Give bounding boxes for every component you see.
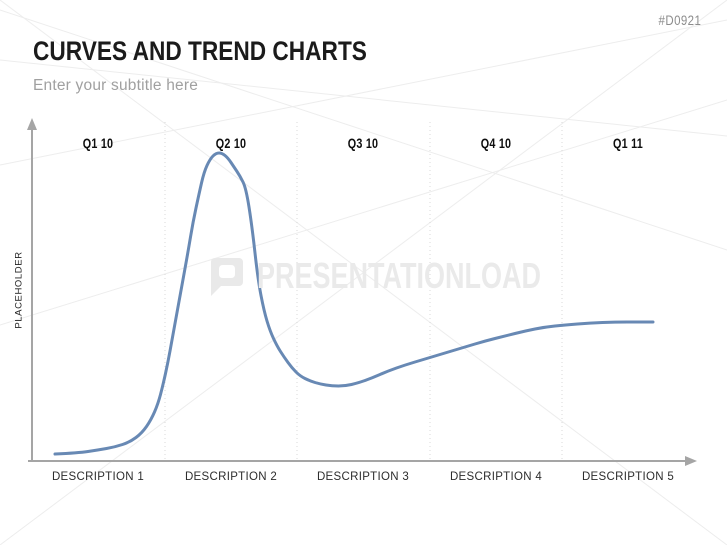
y-axis-arrowhead-icon <box>27 118 37 130</box>
page-title: CURVES AND TREND CHARTS <box>33 36 367 66</box>
quarter-label-text: Q3 10 <box>347 136 379 151</box>
description-label-text: DESCRIPTION 5 <box>581 471 675 483</box>
template-id-code: #D0921 <box>658 13 701 28</box>
quarter-label[interactable]: Q1 11 <box>609 135 647 153</box>
watermark-diagonal-line <box>0 19 727 166</box>
y-axis-label: PLACEHOLDER <box>13 251 25 329</box>
description-label-text: DESCRIPTION 3 <box>316 471 410 483</box>
description-label[interactable]: DESCRIPTION 5 <box>582 467 674 485</box>
quarter-label[interactable]: Q2 10 <box>212 135 250 153</box>
page-subtitle-placeholder[interactable]: Enter your subtitle here <box>33 77 199 94</box>
description-label-text: DESCRIPTION 2 <box>184 471 278 483</box>
quarter-label-text: Q2 10 <box>215 136 247 151</box>
quarter-label-text: Q1 11 <box>612 136 644 151</box>
watermark-diagonal-line <box>0 9 727 251</box>
description-label[interactable]: DESCRIPTION 4 <box>450 467 542 485</box>
quarter-label[interactable]: Q4 10 <box>477 135 515 153</box>
watermark-diagonal-line <box>0 99 727 326</box>
description-label-text: DESCRIPTION 4 <box>449 471 543 483</box>
quarter-label[interactable]: Q3 10 <box>344 135 382 153</box>
description-label[interactable]: DESCRIPTION 3 <box>317 467 409 485</box>
description-label-text: DESCRIPTION 1 <box>51 471 145 483</box>
description-label[interactable]: DESCRIPTION 2 <box>185 467 277 485</box>
x-axis-arrowhead-icon <box>685 456 697 466</box>
description-label[interactable]: DESCRIPTION 1 <box>52 467 144 485</box>
quarter-label[interactable]: Q1 10 <box>79 135 117 153</box>
quarter-label-text: Q4 10 <box>480 136 512 151</box>
quarter-label-text: Q1 10 <box>82 136 114 151</box>
watermark-diagonal-line <box>0 59 727 137</box>
trend-curve <box>53 151 655 456</box>
